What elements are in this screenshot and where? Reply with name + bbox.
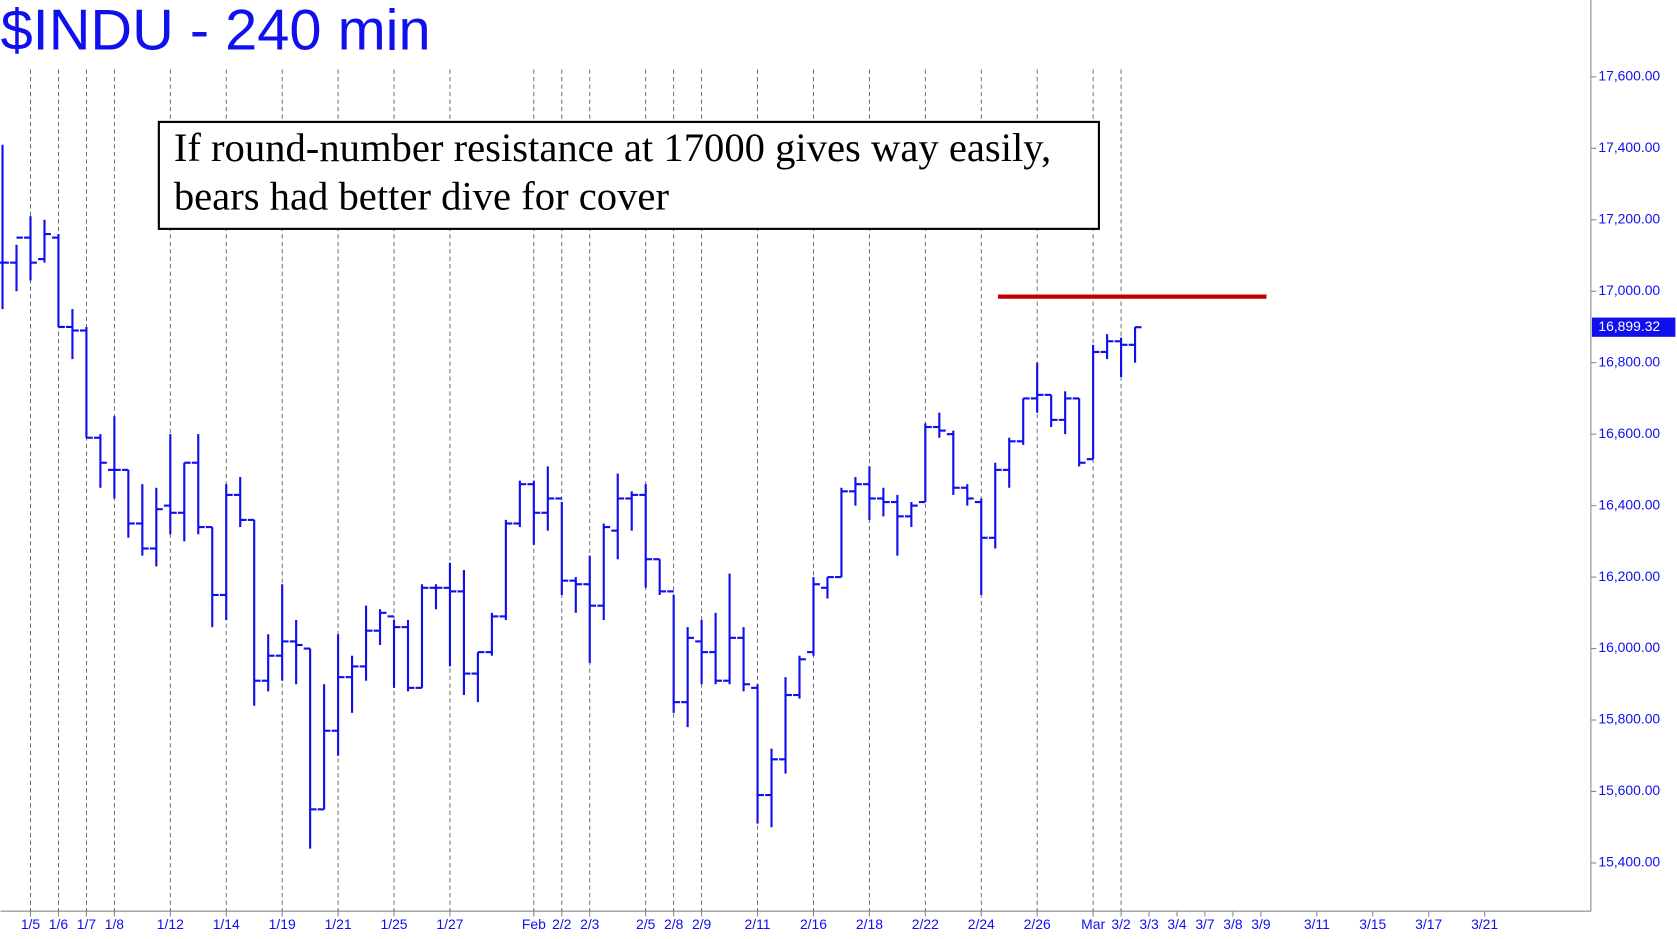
- bars: [0, 144, 1142, 849]
- x-tick-label: 2/9: [692, 916, 712, 932]
- x-tick-label: 3/2: [1111, 916, 1131, 932]
- annotation-box: [157, 120, 1100, 230]
- x-tick-label: 1/12: [157, 916, 184, 932]
- x-tick-label: 2/16: [800, 916, 827, 932]
- x-tick-label: 1/19: [269, 916, 296, 932]
- x-tick-label: 1/5: [21, 916, 41, 932]
- x-tick-label: 2/2: [552, 916, 572, 932]
- x-tick-label: 2/8: [664, 916, 684, 932]
- x-tick-label: 3/3: [1139, 916, 1159, 932]
- x-tick-label: 3/9: [1251, 916, 1271, 932]
- x-tick-label: Feb: [522, 916, 546, 932]
- x-tick-label: 2/11: [745, 916, 771, 932]
- last-price-label: 16,899.32: [1598, 318, 1660, 334]
- y-tick-label: 17,000.00: [1598, 282, 1660, 298]
- y-tick-label: 17,400.00: [1598, 139, 1660, 155]
- y-tick-label: 16,800.00: [1598, 353, 1660, 369]
- x-tick-label: 1/21: [325, 916, 352, 932]
- x-tick-label: 2/26: [1024, 916, 1051, 932]
- chart-title: $INDU - 240 min: [1, 0, 431, 62]
- x-tick-label: 1/8: [105, 916, 125, 932]
- x-tick-label: 2/18: [856, 916, 883, 932]
- x-tick-label: 2/24: [968, 916, 995, 932]
- x-tick-label: 3/11: [1304, 916, 1330, 932]
- x-tick-label: 3/4: [1167, 916, 1187, 932]
- annotation: If round-number resistance at 17000 give…: [174, 125, 1051, 170]
- y-tick-label: 16,600.00: [1598, 425, 1660, 441]
- x-tick-label: 3/15: [1359, 916, 1386, 932]
- x-tick-label: 3/21: [1471, 916, 1498, 932]
- x-tick-label: 3/17: [1415, 916, 1442, 932]
- y-tick-label: 15,400.00: [1598, 854, 1660, 870]
- x-tick-label: 2/22: [912, 916, 939, 932]
- x-tick-label: 1/25: [380, 916, 407, 932]
- x-tick-label: 3/7: [1195, 916, 1215, 932]
- x-tick-label: 2/5: [636, 916, 656, 932]
- y-tick-label: 16,000.00: [1598, 639, 1660, 655]
- x-tick-label: Mar: [1081, 916, 1105, 932]
- y-tick-label: 17,200.00: [1598, 210, 1660, 226]
- x-tick-label: 2/3: [580, 916, 600, 932]
- y-tick-label: 16,200.00: [1598, 568, 1660, 584]
- annotation: bears had better dive for cover: [174, 173, 670, 218]
- x-tick-label: 1/14: [213, 916, 240, 932]
- last-price-box: [1591, 317, 1676, 337]
- x-tick-label: 1/7: [77, 916, 97, 932]
- y-tick-label: 16,400.00: [1598, 496, 1660, 512]
- x-tick-label: 1/6: [49, 916, 69, 932]
- y-tick-label: 15,600.00: [1598, 782, 1660, 798]
- y-tick-label: 17,600.00: [1598, 67, 1660, 83]
- y-tick-label: 15,800.00: [1598, 711, 1660, 727]
- x-tick-label: 3/8: [1223, 916, 1243, 932]
- x-tick-label: 1/27: [436, 916, 463, 932]
